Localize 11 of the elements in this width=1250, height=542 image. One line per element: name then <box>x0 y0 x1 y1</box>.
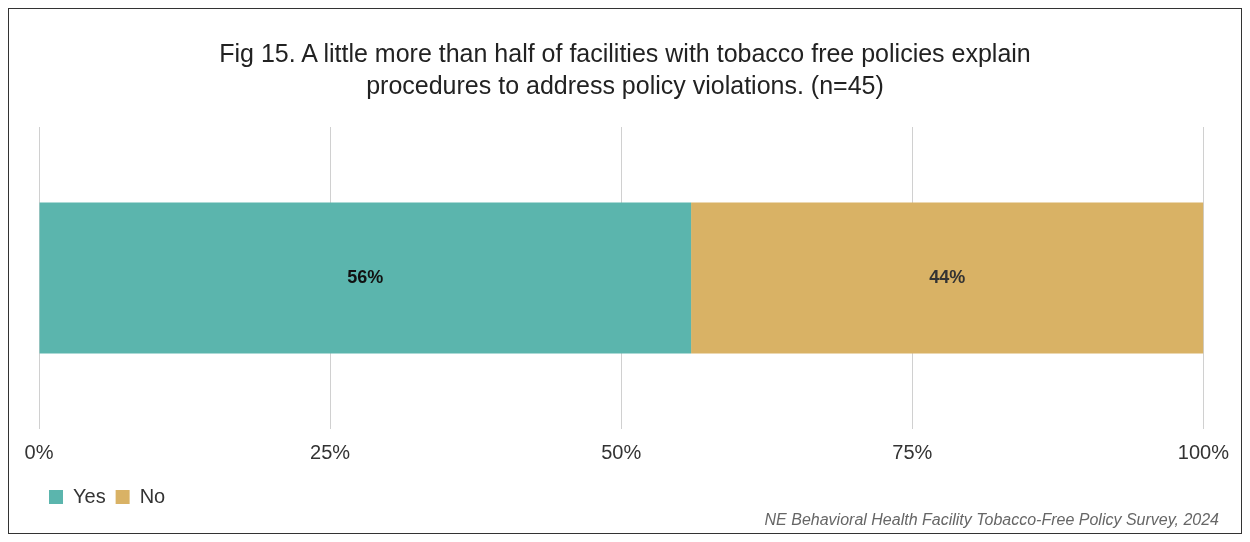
legend-label: Yes <box>73 484 106 507</box>
text: NE Behavioral Health Facility Tobacco-Free Policy Survey, 2024 <box>764 511 1219 529</box>
data-label: 44% <box>929 266 966 287</box>
x-tick-label: 100% <box>1177 440 1230 463</box>
data-label: 56% <box>347 266 384 287</box>
x-tick-label: 0% <box>24 440 54 463</box>
legend-label: No <box>139 484 166 507</box>
x-tick-label: 50% <box>601 440 642 463</box>
x-tick-label: 25% <box>310 440 351 463</box>
x-tick-label: 75% <box>892 440 933 463</box>
chart-title: Fig 15. A little more than half of facilities with tobacco free policies explain procedures to address policy violations. (n=45) <box>218 38 1032 101</box>
